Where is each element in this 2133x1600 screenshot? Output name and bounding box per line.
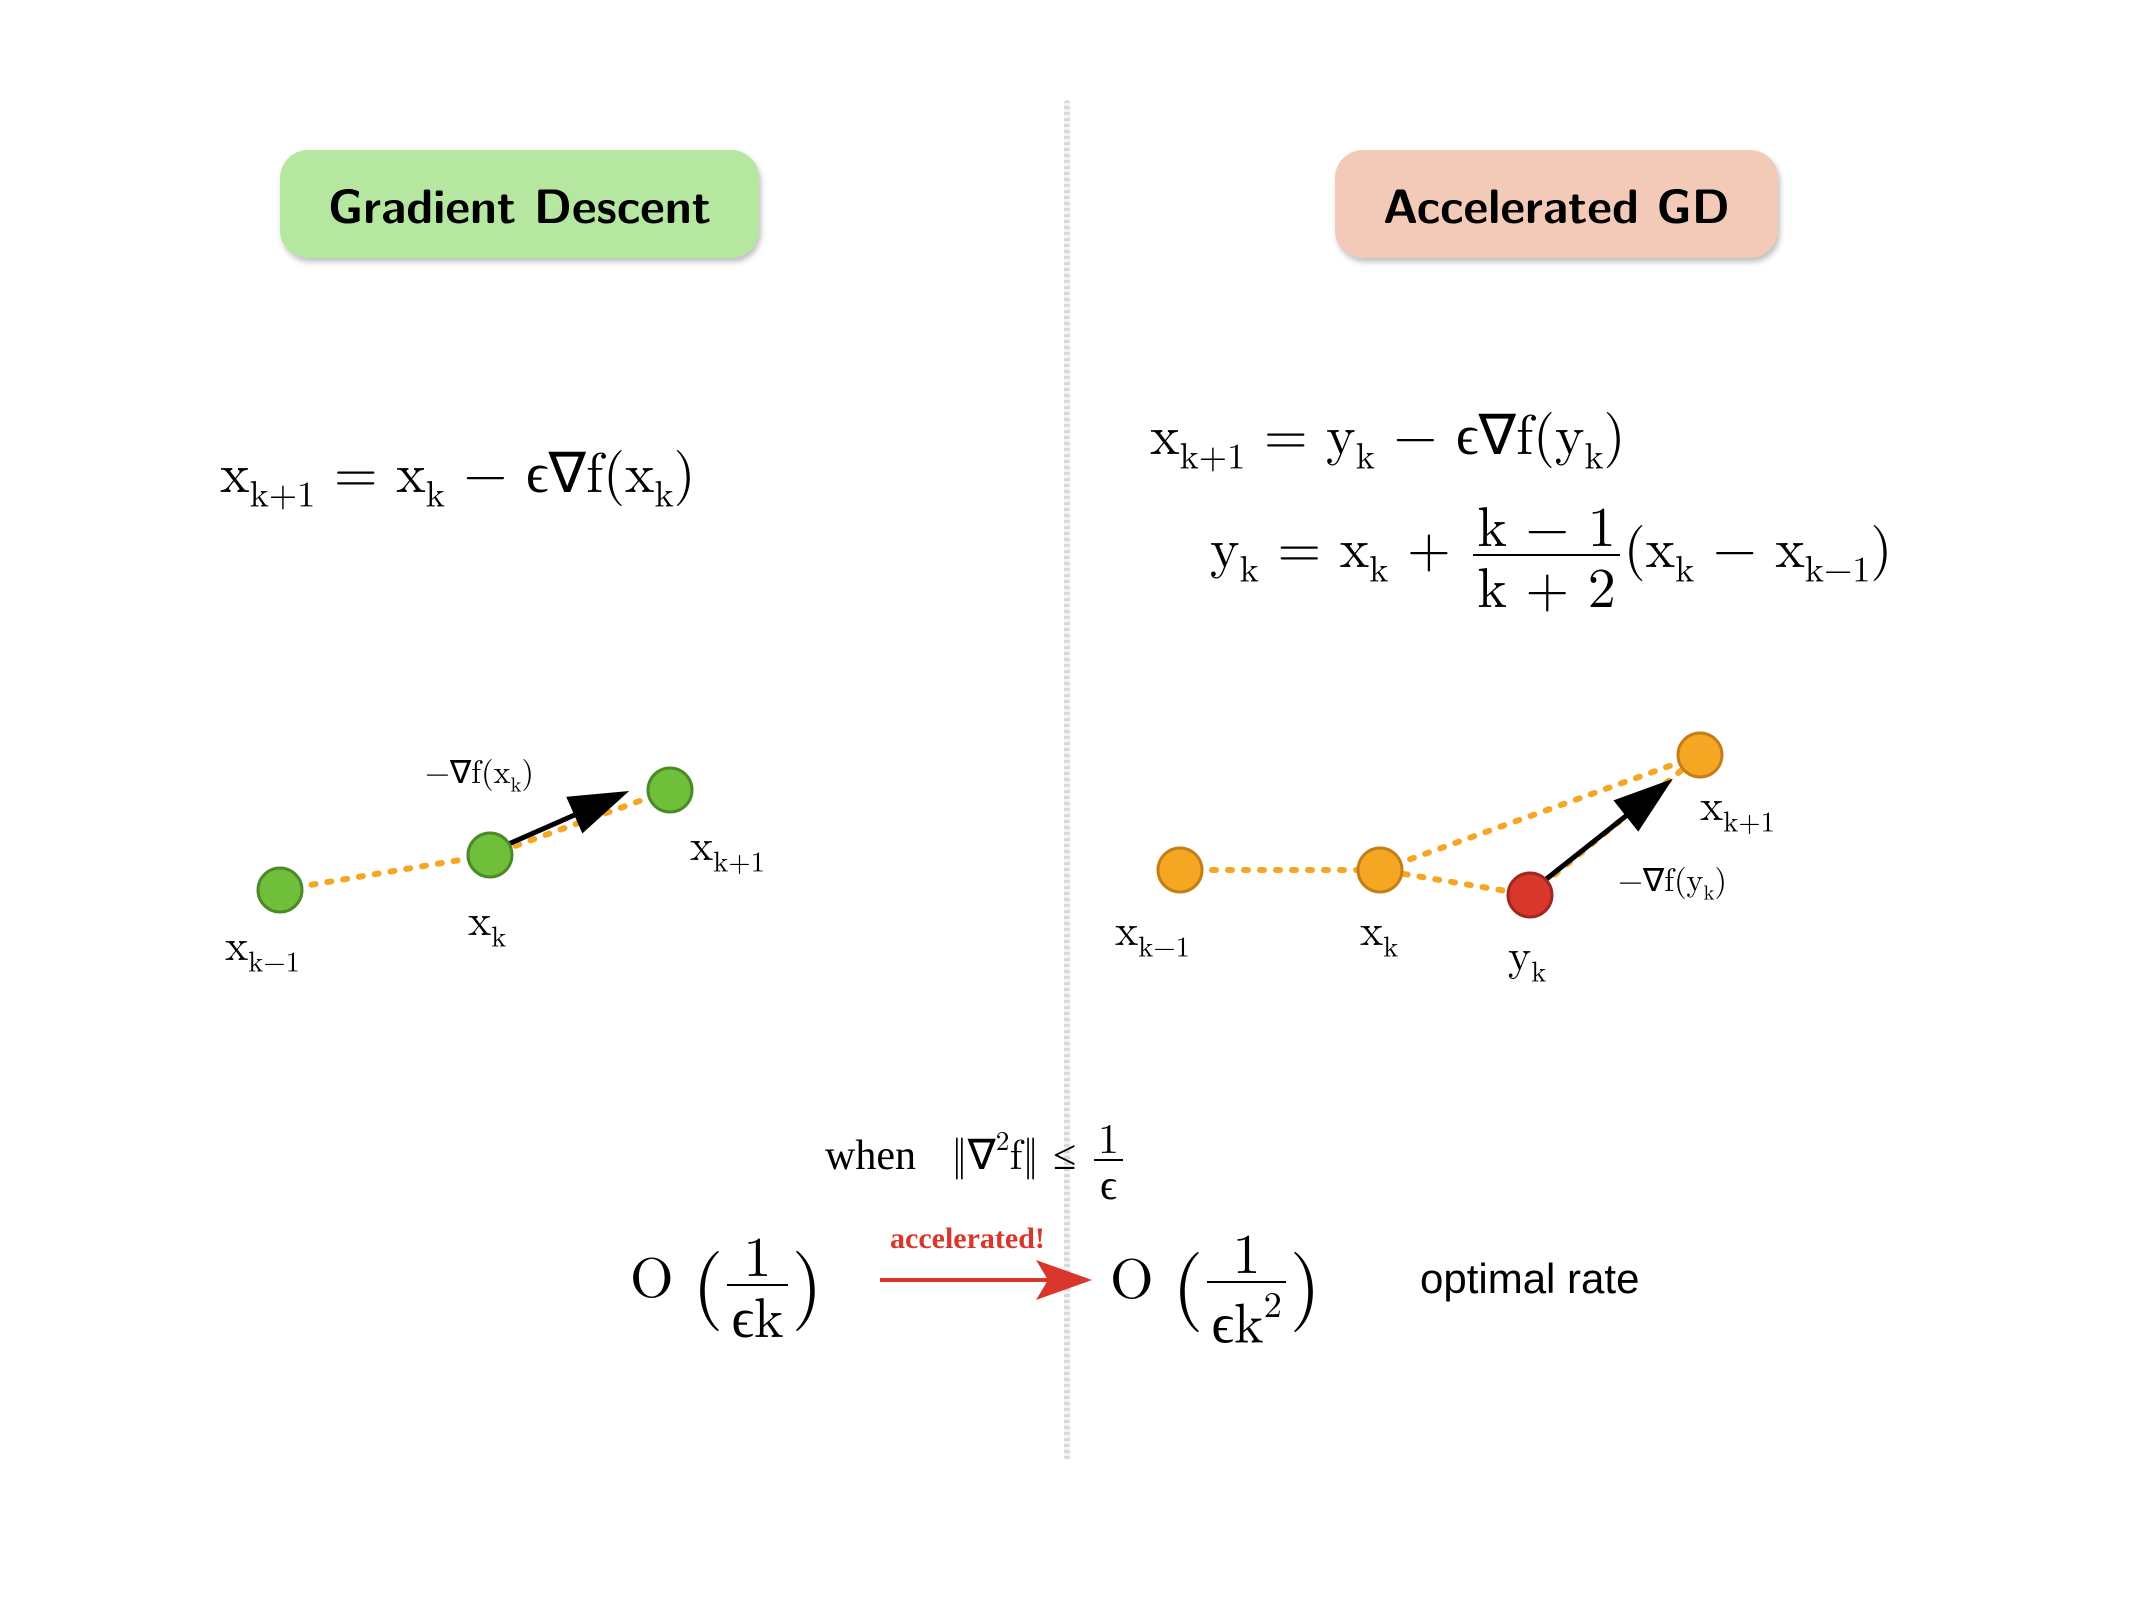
- accel-arrow: [0, 0, 2133, 1600]
- optimal-rate-label: optimal rate: [1420, 1255, 1639, 1303]
- accel-arrow-label: accelerated!: [890, 1222, 1045, 1256]
